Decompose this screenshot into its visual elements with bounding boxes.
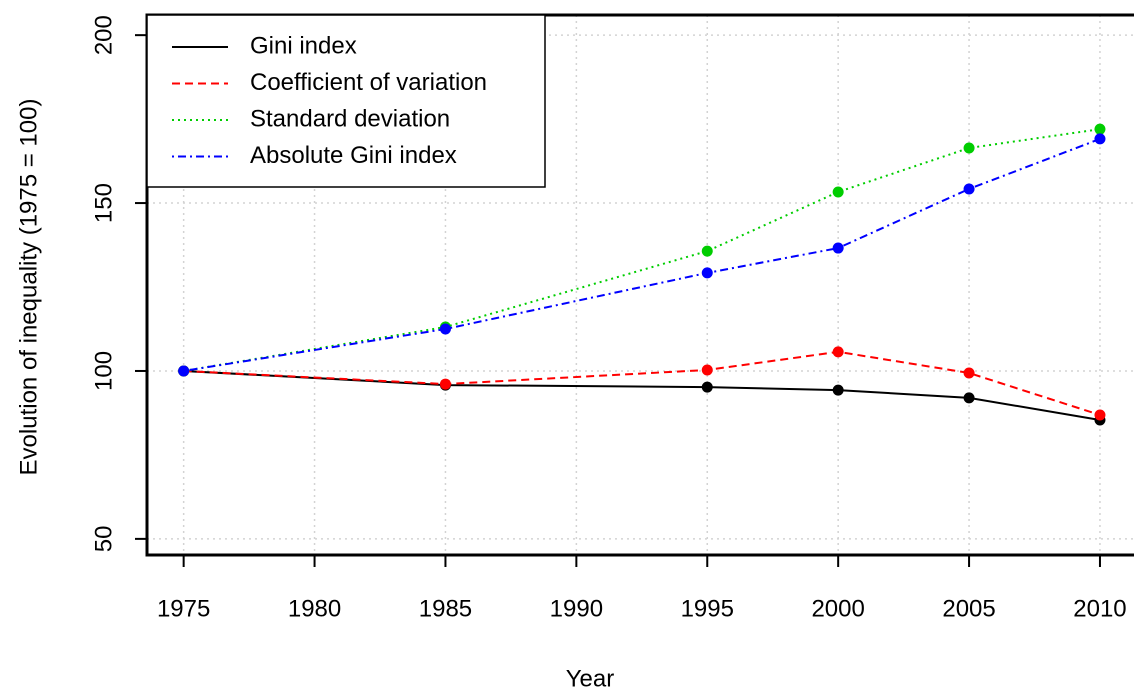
x-tick-label: 2010 [1073, 595, 1126, 622]
y-tick-label: 150 [90, 183, 117, 223]
x-tick-label: 2005 [942, 595, 995, 622]
y-tick-label: 50 [90, 526, 117, 553]
legend-label: Gini index [250, 32, 357, 59]
x-tick-label: 1985 [419, 595, 472, 622]
data-point [963, 367, 975, 379]
x-axis-label: Year [566, 665, 615, 691]
series-line [183, 350, 1101, 416]
data-point [701, 267, 713, 279]
data-point [701, 364, 713, 376]
y-tick-label: 100 [90, 351, 117, 391]
series-line [183, 369, 1101, 421]
x-tick-label: 1980 [288, 595, 341, 622]
data-point [832, 242, 844, 254]
data-point [963, 392, 975, 404]
plot-frame [145, 13, 1134, 557]
series-line [183, 128, 1101, 372]
data-point [1094, 409, 1106, 421]
legend-box [146, 14, 546, 188]
x-tick-label: 1995 [681, 595, 734, 622]
data-point [832, 346, 844, 358]
x-tick-label: 2000 [811, 595, 864, 622]
data-point [701, 245, 713, 257]
data-point [439, 323, 451, 335]
data-point [963, 183, 975, 195]
data-point [1094, 133, 1106, 145]
data-point [701, 381, 713, 393]
y-tick-label: 200 [90, 15, 117, 55]
x-tick-label: 1990 [550, 595, 603, 622]
x-tick-label: 1975 [157, 595, 210, 622]
legend-label: Absolute Gini index [250, 142, 457, 169]
data-point [963, 142, 975, 154]
legend: Gini index Coefficient of variation Standa… [146, 14, 546, 188]
data-point [439, 378, 451, 390]
data-point [832, 186, 844, 198]
legend-label: Standard deviation [250, 105, 450, 132]
data-point [1094, 123, 1106, 135]
data-point [832, 384, 844, 396]
data-point [178, 365, 190, 377]
legend-label: Coefficient of variation [250, 69, 487, 96]
y-axis-label: Evolution of inequality (1975 = 100) [15, 99, 42, 476]
